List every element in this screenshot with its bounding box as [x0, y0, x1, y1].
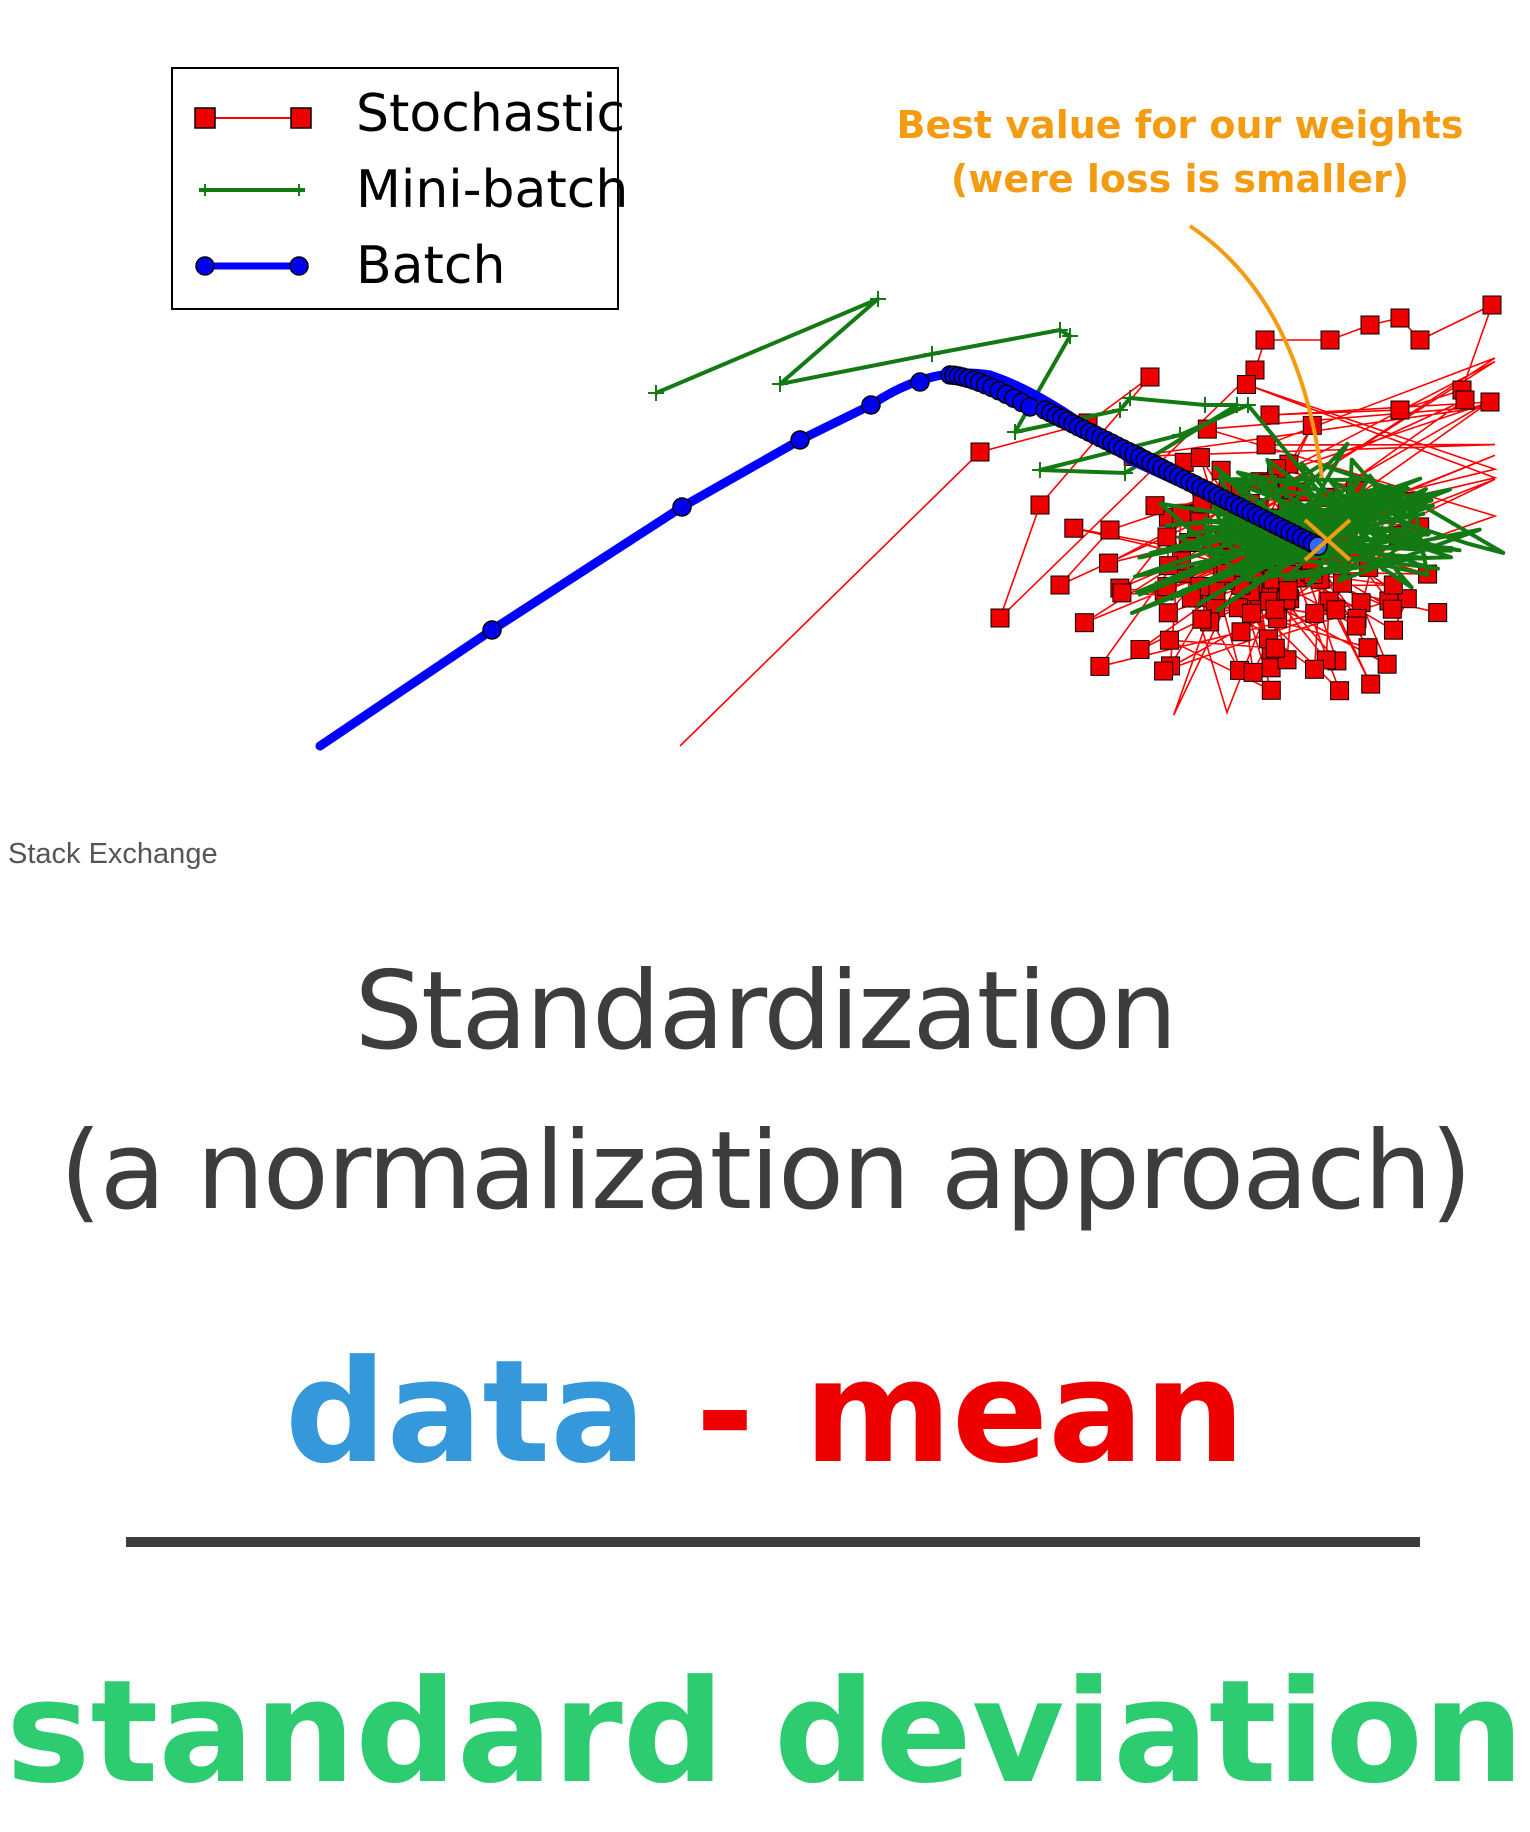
stochastic-marker	[1260, 405, 1280, 425]
mini-batch-marker	[1117, 465, 1133, 481]
title-line-1: Standardization	[354, 949, 1177, 1074]
mini-batch-marker	[1052, 322, 1068, 338]
annotation-line-1: Best value for our weights	[896, 103, 1464, 147]
stochastic-marker	[1455, 390, 1475, 410]
batch-marker	[910, 372, 930, 392]
standardization-title: Standardization (a normalization approac…	[0, 932, 1530, 1252]
stochastic-marker	[1346, 616, 1366, 636]
mini-batch-marker	[870, 291, 886, 307]
stochastic-marker	[1154, 661, 1174, 681]
mini-batch-marker	[772, 376, 788, 392]
mini-batch-line	[655, 297, 1506, 615]
stochastic-marker	[1242, 603, 1261, 623]
stochastic-marker	[1261, 658, 1281, 678]
stochastic-marker	[1482, 295, 1502, 315]
stochastic-marker	[1030, 495, 1050, 515]
stochastic-marker	[1278, 581, 1298, 601]
stochastic-marker	[1384, 620, 1403, 640]
batch-marker	[861, 395, 881, 415]
stochastic-marker	[1361, 674, 1381, 694]
stochastic-marker	[1358, 638, 1378, 658]
legend-label-mini-batch: Mini-batch	[356, 160, 629, 220]
batch-series	[315, 365, 1328, 751]
stochastic-marker	[1190, 448, 1210, 468]
legend-item-batch: Batch	[193, 230, 613, 304]
title-line-2: (a normalization approach)	[59, 1109, 1473, 1234]
batch-legend-swatch	[195, 256, 309, 276]
stochastic-marker	[1231, 622, 1251, 642]
legend: Stochastic Mini-batch Batch	[171, 67, 628, 310]
stochastic-marker	[1382, 599, 1402, 619]
stochastic-marker	[1428, 603, 1448, 623]
legend-label-stochastic: Stochastic	[356, 84, 626, 144]
batch-marker	[482, 620, 502, 640]
mini-batch-marker	[1197, 397, 1213, 413]
fraction-bar	[126, 1537, 1420, 1547]
mini-batch-marker	[1240, 397, 1256, 413]
stochastic-marker	[1074, 613, 1094, 633]
stochastic-marker	[1236, 375, 1256, 394]
stochastic-marker	[1390, 400, 1410, 420]
mini-batch-marker	[1062, 328, 1078, 344]
stochastic-marker	[970, 442, 990, 462]
stochastic-marker	[1140, 367, 1160, 387]
annotation-arrow-line	[1188, 224, 1324, 479]
stochastic-legend-swatch	[194, 107, 312, 129]
stochastic-marker	[1112, 583, 1132, 603]
mini-batch-marker	[1007, 424, 1023, 440]
mini-batch-marker	[1112, 402, 1128, 418]
stochastic-marker	[1305, 603, 1325, 623]
mini-batch-legend-swatch	[199, 184, 305, 196]
stochastic-marker	[1130, 640, 1150, 659]
stochastic-marker	[1265, 599, 1285, 619]
stochastic-marker	[1360, 315, 1380, 335]
stochastic-marker	[1064, 518, 1084, 538]
stochastic-marker	[1100, 520, 1120, 540]
mini-batch-marker	[1122, 390, 1138, 406]
legend-item-stochastic: Stochastic	[193, 78, 625, 152]
source-caption: Stack Exchange	[8, 838, 218, 870]
stochastic-marker	[1158, 603, 1178, 623]
stochastic-marker	[1480, 392, 1500, 412]
stochastic-marker	[1265, 638, 1285, 658]
stochastic-marker	[1159, 630, 1179, 650]
mini-batch-marker	[924, 346, 940, 362]
optimization-paths-plot: Stochastic Mini-batch Batch Best value f…	[0, 0, 1530, 760]
stochastic-marker	[1157, 527, 1177, 547]
stochastic-marker	[1261, 680, 1281, 700]
best-value-cross-icon	[1303, 518, 1352, 562]
stochastic-marker	[990, 608, 1010, 628]
stochastic-marker	[1377, 654, 1397, 674]
formula-numerator: data - mean	[0, 1328, 1530, 1498]
numerator-minus-operator: -	[646, 1330, 804, 1495]
stochastic-marker	[1090, 656, 1110, 676]
annotation-line-2: (were loss is smaller)	[950, 157, 1410, 201]
best-value-annotation: Best value for our weights (were loss is…	[860, 98, 1500, 206]
stochastic-marker	[1050, 575, 1070, 595]
stochastic-marker	[1243, 662, 1263, 682]
mini-batch-marker	[1032, 462, 1048, 478]
batch-marker	[790, 430, 810, 450]
annotation-arrow	[1188, 224, 1352, 562]
legend-item-mini-batch: Mini-batch	[193, 154, 628, 228]
stochastic-marker	[1390, 308, 1410, 328]
stochastic-marker	[1305, 659, 1324, 679]
mini-batch-marker	[1172, 427, 1188, 443]
stochastic-marker	[1255, 330, 1275, 350]
legend-label-batch: Batch	[356, 236, 506, 296]
plot-canvas	[315, 224, 1506, 751]
stochastic-marker	[1320, 330, 1340, 350]
stochastic-marker	[1256, 435, 1276, 455]
numerator-data-term: data	[284, 1330, 647, 1495]
stochastic-marker	[1410, 330, 1430, 350]
stochastic-marker	[1330, 681, 1350, 701]
batch-marker	[672, 497, 692, 517]
stochastic-marker	[1099, 553, 1119, 573]
stochastic-marker	[1192, 609, 1212, 629]
mini-batch-series	[648, 291, 1506, 615]
stochastic-marker	[1326, 600, 1346, 620]
formula-denominator: standard deviation	[5, 1650, 1525, 1815]
numerator-mean-term: mean	[803, 1330, 1246, 1495]
mini-batch-marker	[648, 385, 664, 401]
